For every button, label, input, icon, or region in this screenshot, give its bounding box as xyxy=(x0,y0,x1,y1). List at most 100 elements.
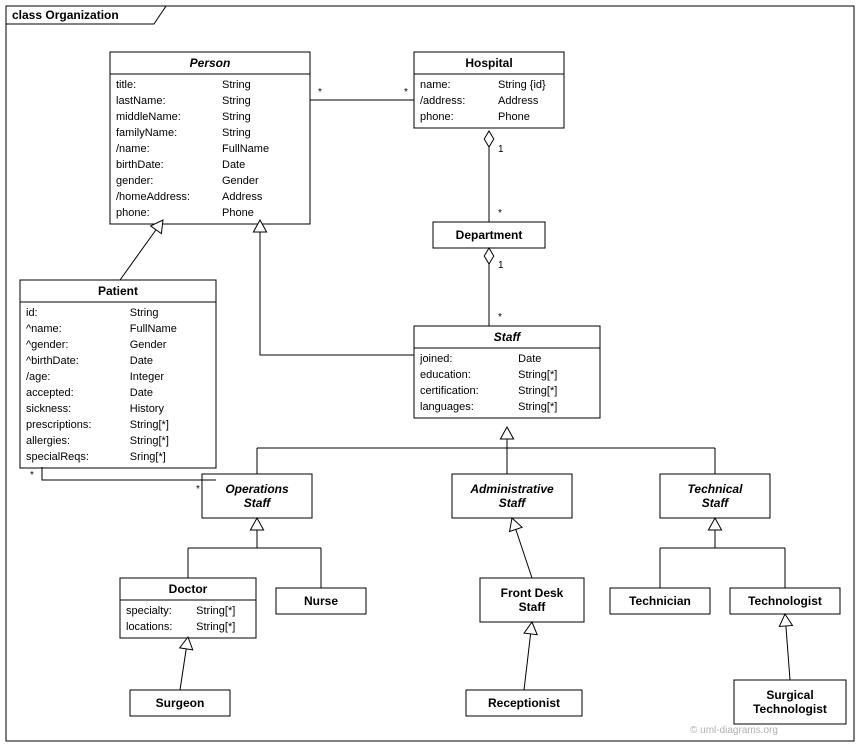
attr-type: String[*] xyxy=(518,401,557,413)
attr-name: prescriptions: xyxy=(26,419,91,431)
attr-name: allergies: xyxy=(26,435,70,447)
attr-name: ^birthDate: xyxy=(26,355,79,367)
class-technologist: Technologist xyxy=(730,588,840,614)
multiplicity: * xyxy=(404,87,408,98)
class-person: Person title: String lastName: String middleN… xyxy=(110,52,310,224)
attr-name: middleName: xyxy=(116,111,181,123)
attr-name: languages: xyxy=(420,401,474,413)
class-department: Department xyxy=(433,222,545,248)
class-title: Staff xyxy=(494,330,521,344)
class-title: Technologist xyxy=(753,702,827,716)
multiplicity: 1 xyxy=(498,144,504,155)
watermark: © uml-diagrams.org xyxy=(690,725,778,736)
attr-name: familyName: xyxy=(116,127,177,139)
attr-type: Address xyxy=(222,191,263,203)
class-title: Surgical xyxy=(766,688,813,702)
attr-name: phone: xyxy=(116,207,150,219)
attr-type: Date xyxy=(222,159,245,171)
class-patient: Patientid:String^name:FullName^gender:Ge… xyxy=(20,280,216,468)
class-title: Staff xyxy=(244,496,271,510)
class-receptionist: Receptionist xyxy=(466,690,582,716)
class-title: Technologist xyxy=(748,594,822,608)
attr-type: String[*] xyxy=(196,621,235,633)
attr-name: education: xyxy=(420,369,471,381)
class-staff: Staff joined: Date education: String[*] certi… xyxy=(414,326,600,418)
class-title: Technical xyxy=(688,482,744,496)
attr-name: /homeAddress: xyxy=(116,191,190,203)
attr-type: Date xyxy=(518,353,541,365)
multiplicity: * xyxy=(196,484,200,495)
class-title: Technician xyxy=(629,594,691,608)
attr-type: History xyxy=(130,403,165,415)
attr-type: String xyxy=(222,111,251,123)
class-title: Surgeon xyxy=(156,696,205,710)
attr-type: String {id} xyxy=(498,79,546,91)
attr-type: Gender xyxy=(130,339,167,351)
class-title: Receptionist xyxy=(488,696,560,710)
attr-name: title: xyxy=(116,79,136,91)
class-techStaff: TechnicalStaff xyxy=(660,474,770,518)
attr-name: birthDate: xyxy=(116,159,164,171)
class-title: Hospital xyxy=(465,56,512,70)
attr-type: Gender xyxy=(222,175,259,187)
class-frontDesk: Front DeskStaff xyxy=(480,578,584,622)
attr-type: Phone xyxy=(498,111,530,123)
attr-name: locations: xyxy=(126,621,172,633)
attr-type: String[*] xyxy=(196,605,235,617)
attr-name: specialty: xyxy=(126,605,172,617)
class-surgeon: Surgeon xyxy=(130,690,230,716)
attr-type: String[*] xyxy=(130,435,169,447)
class-title: Doctor xyxy=(169,582,208,596)
class-opsStaff: OperationsStaff xyxy=(202,474,312,518)
attr-type: FullName xyxy=(222,143,269,155)
attr-name: joined: xyxy=(419,353,452,365)
class-technician: Technician xyxy=(610,588,710,614)
attr-type: String[*] xyxy=(518,385,557,397)
attr-name: lastName: xyxy=(116,95,166,107)
attr-name: gender: xyxy=(116,175,153,187)
frame-label: class Organization xyxy=(12,8,119,22)
attr-name: phone: xyxy=(420,111,454,123)
attr-type: String xyxy=(222,95,251,107)
multiplicity: * xyxy=(498,312,502,323)
attr-name: accepted: xyxy=(26,387,74,399)
attr-name: ^gender: xyxy=(26,339,68,351)
multiplicity: * xyxy=(318,87,322,98)
attr-type: Address xyxy=(498,95,539,107)
attr-name: id: xyxy=(26,307,38,319)
class-adminStaff: AdministrativeStaff xyxy=(452,474,572,518)
attr-type: FullName xyxy=(130,323,177,335)
attr-type: String[*] xyxy=(130,419,169,431)
class-title: Department xyxy=(456,228,523,242)
attr-type: Phone xyxy=(222,207,254,219)
attr-name: /address: xyxy=(420,95,465,107)
attr-type: String[*] xyxy=(518,369,557,381)
attr-name: name: xyxy=(420,79,451,91)
attr-type: String xyxy=(130,307,159,319)
attr-type: Sring[*] xyxy=(130,451,166,463)
multiplicity: * xyxy=(498,208,502,219)
attr-name: /age: xyxy=(26,371,50,383)
class-doctor: Doctor specialty: String[*] locations: Strin… xyxy=(120,578,256,638)
multiplicity: * xyxy=(30,470,34,481)
class-hospital: Hospital name: String {id} /address: Address… xyxy=(414,52,564,128)
class-nurse: Nurse xyxy=(276,588,366,614)
attr-name: specialReqs: xyxy=(26,451,89,463)
class-title: Administrative xyxy=(469,482,554,496)
multiplicity: 1 xyxy=(498,260,504,271)
class-title: Nurse xyxy=(304,594,338,608)
attr-type: Date xyxy=(130,387,153,399)
attr-name: /name: xyxy=(116,143,150,155)
class-title: Staff xyxy=(499,496,526,510)
class-title: Operations xyxy=(225,482,289,496)
class-title: Staff xyxy=(702,496,729,510)
attr-type: Integer xyxy=(130,371,165,383)
attr-type: String xyxy=(222,127,251,139)
class-title: Person xyxy=(190,56,231,70)
attr-type: Date xyxy=(130,355,153,367)
class-title: Front Desk xyxy=(501,586,564,600)
class-title: Patient xyxy=(98,284,138,298)
class-surgTech: SurgicalTechnologist xyxy=(734,680,846,724)
attr-name: certification: xyxy=(420,385,479,397)
class-title: Staff xyxy=(519,600,547,614)
